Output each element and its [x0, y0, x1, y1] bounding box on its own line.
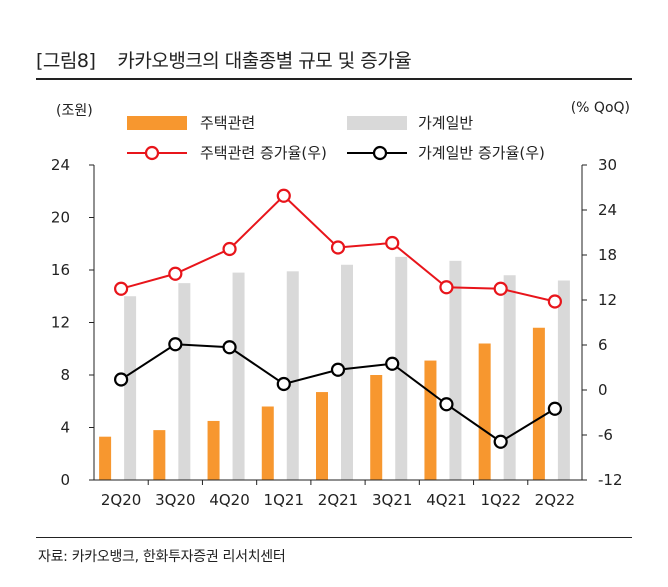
x-tick-label: 2Q21: [318, 491, 358, 509]
figure-tag: [그림8]: [36, 50, 96, 72]
household-bar: [503, 275, 516, 480]
right-tick-label: -6: [598, 426, 613, 444]
household-growth-point: [330, 362, 346, 377]
right-tick-label: 12: [598, 291, 617, 309]
chart-title-row: [그림8] 카카오뱅크의 대출종별 규모 및 증가율: [36, 46, 412, 73]
bars-layer: [99, 256, 570, 480]
household-bar: [232, 272, 245, 480]
housing-growth-point: [168, 266, 183, 281]
source-note: 자료: 카카오뱅크, 한화투자증권 리서치센터: [38, 549, 286, 565]
legend-label-household: 가계일반: [418, 114, 473, 132]
x-tick-label: 4Q21: [426, 491, 466, 509]
household-growth-point: [439, 397, 454, 412]
housing-bar: [207, 420, 220, 480]
left-tick-label: 16: [51, 261, 70, 279]
right-tick-label: 0: [598, 381, 608, 399]
housing-bar: [532, 327, 545, 480]
x-tick-label: 4Q20: [209, 491, 249, 509]
x-tick-label: 2Q22: [535, 491, 575, 509]
legend-marker-household-growth: [372, 145, 388, 161]
x-tick-label: 1Q21: [264, 491, 304, 509]
housing-growth-point: [276, 188, 291, 203]
household-growth-point: [276, 376, 291, 392]
housing-growth-point: [330, 240, 346, 255]
housing-bar: [478, 343, 491, 480]
household-growth-point: [114, 372, 129, 387]
household-bar: [286, 271, 299, 480]
household-bar: [449, 260, 462, 480]
housing-bar: [316, 392, 328, 480]
housing-growth-point: [222, 241, 237, 257]
legend-label-housing: 주택관련: [200, 114, 255, 132]
household-growth-point: [547, 401, 562, 416]
left-tick-label: 24: [51, 156, 70, 174]
lines-layer: [114, 188, 562, 449]
housing-growth-point: [385, 235, 400, 251]
right-tick-label: 6: [598, 336, 608, 354]
left-tick-label: 0: [60, 471, 70, 489]
right-tick-label: 30: [598, 156, 617, 174]
household-bar: [124, 296, 137, 480]
housing-bar: [424, 360, 437, 480]
legend-label-household-growth: 가계일반 증가율(우): [418, 144, 545, 162]
household-growth-point: [385, 356, 400, 371]
axes-layer: 0 4 8 12 16 20 24 -12 -6 0 6 12 18 24 30 2Q20 3Q20 4Q20 1Q…: [51, 156, 623, 509]
housing-bar: [370, 375, 383, 480]
legend-marker-housing-growth: [144, 145, 160, 161]
legend-swatch-household: [347, 116, 407, 130]
housing-growth-point: [493, 281, 508, 296]
x-tick-label: 3Q20: [155, 491, 195, 509]
right-tick-label: 24: [598, 201, 617, 219]
bottom-rule: [36, 537, 632, 538]
left-axis-unit: (조원): [56, 103, 93, 119]
x-tick-label: 3Q21: [372, 491, 412, 509]
housing-bar: [261, 406, 274, 480]
household-growth-point: [222, 340, 237, 355]
right-tick-label: -12: [598, 471, 623, 489]
chart-title: 카카오뱅크의 대출종별 규모 및 증가율: [117, 50, 412, 72]
legend-swatch-housing: [127, 116, 187, 130]
right-tick-label: 18: [598, 246, 617, 264]
household-bar: [341, 264, 353, 480]
left-tick-label: 4: [60, 419, 70, 437]
left-tick-label: 8: [60, 366, 70, 384]
household-growth-point: [493, 434, 508, 449]
x-tick-label: 2Q20: [101, 491, 141, 509]
top-rule: [36, 78, 632, 80]
legend-label-housing-growth: 주택관련 증가율(우): [200, 144, 327, 162]
right-axis-unit: (% QoQ): [570, 100, 630, 116]
x-tick-label: 1Q22: [480, 491, 520, 509]
housing-growth-point: [114, 281, 129, 296]
household-growth-point: [168, 337, 183, 352]
housing-bar: [99, 436, 112, 480]
household-bar: [178, 283, 191, 480]
household-bar: [557, 280, 570, 480]
left-tick-label: 20: [51, 209, 70, 227]
housing-bar: [153, 430, 166, 480]
left-tick-label: 12: [51, 314, 70, 332]
housing-growth-point: [547, 294, 562, 309]
household-bar: [395, 256, 408, 480]
housing-growth-point: [439, 280, 454, 295]
